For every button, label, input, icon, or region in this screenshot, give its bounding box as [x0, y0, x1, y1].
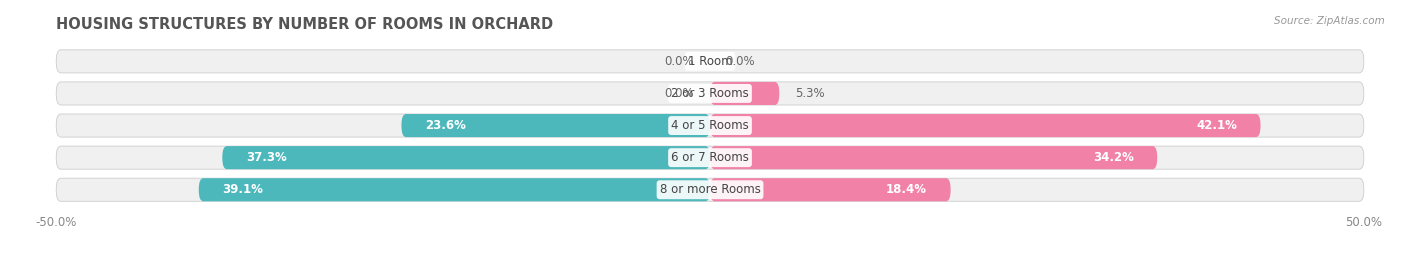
Text: 42.1%: 42.1%	[1197, 119, 1237, 132]
Text: 5.3%: 5.3%	[794, 87, 825, 100]
Text: Source: ZipAtlas.com: Source: ZipAtlas.com	[1274, 16, 1385, 26]
Text: 1 Room: 1 Room	[688, 55, 733, 68]
FancyBboxPatch shape	[710, 82, 779, 105]
Text: 34.2%: 34.2%	[1092, 151, 1133, 164]
Text: 0.0%: 0.0%	[725, 55, 755, 68]
FancyBboxPatch shape	[198, 178, 710, 201]
FancyBboxPatch shape	[56, 146, 1364, 169]
Text: 18.4%: 18.4%	[886, 183, 927, 196]
Text: 4 or 5 Rooms: 4 or 5 Rooms	[671, 119, 749, 132]
FancyBboxPatch shape	[56, 82, 1364, 105]
Text: 39.1%: 39.1%	[222, 183, 263, 196]
Text: 6 or 7 Rooms: 6 or 7 Rooms	[671, 151, 749, 164]
FancyBboxPatch shape	[222, 146, 710, 169]
FancyBboxPatch shape	[56, 114, 1364, 137]
Text: 2 or 3 Rooms: 2 or 3 Rooms	[671, 87, 749, 100]
FancyBboxPatch shape	[710, 114, 1261, 137]
Text: HOUSING STRUCTURES BY NUMBER OF ROOMS IN ORCHARD: HOUSING STRUCTURES BY NUMBER OF ROOMS IN…	[56, 17, 554, 32]
Text: 37.3%: 37.3%	[246, 151, 287, 164]
FancyBboxPatch shape	[710, 178, 950, 201]
Text: 0.0%: 0.0%	[665, 55, 695, 68]
Text: 0.0%: 0.0%	[665, 87, 695, 100]
Text: 8 or more Rooms: 8 or more Rooms	[659, 183, 761, 196]
Text: 23.6%: 23.6%	[425, 119, 465, 132]
FancyBboxPatch shape	[402, 114, 710, 137]
FancyBboxPatch shape	[710, 146, 1157, 169]
FancyBboxPatch shape	[56, 178, 1364, 201]
FancyBboxPatch shape	[56, 50, 1364, 73]
